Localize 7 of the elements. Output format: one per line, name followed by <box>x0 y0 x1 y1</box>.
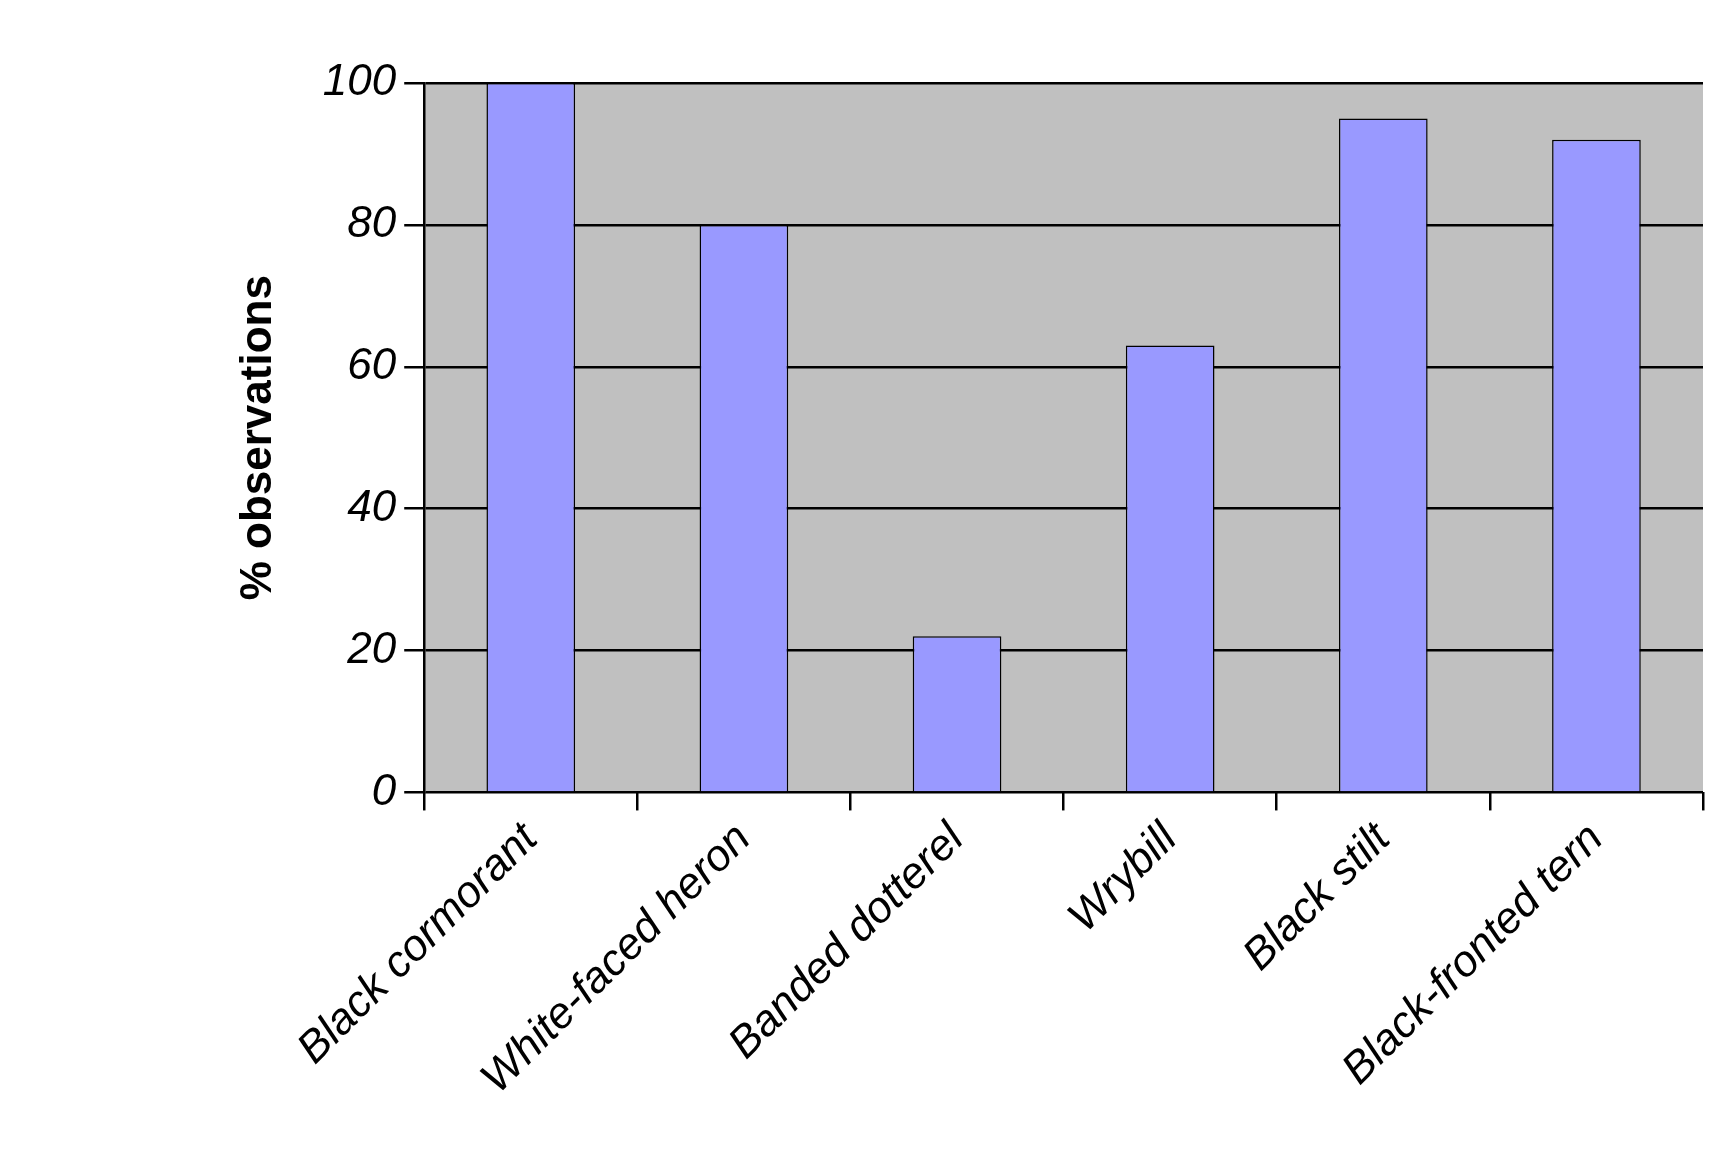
y-tick-label: 0 <box>371 764 397 814</box>
y-tick-label: 80 <box>347 197 397 247</box>
y-axis-title: % observations <box>230 275 280 601</box>
y-tick-label: 60 <box>347 339 397 389</box>
y-tick-label: 40 <box>347 480 397 530</box>
y-tick-label: 20 <box>346 622 397 672</box>
y-tick-label: 100 <box>322 55 397 105</box>
